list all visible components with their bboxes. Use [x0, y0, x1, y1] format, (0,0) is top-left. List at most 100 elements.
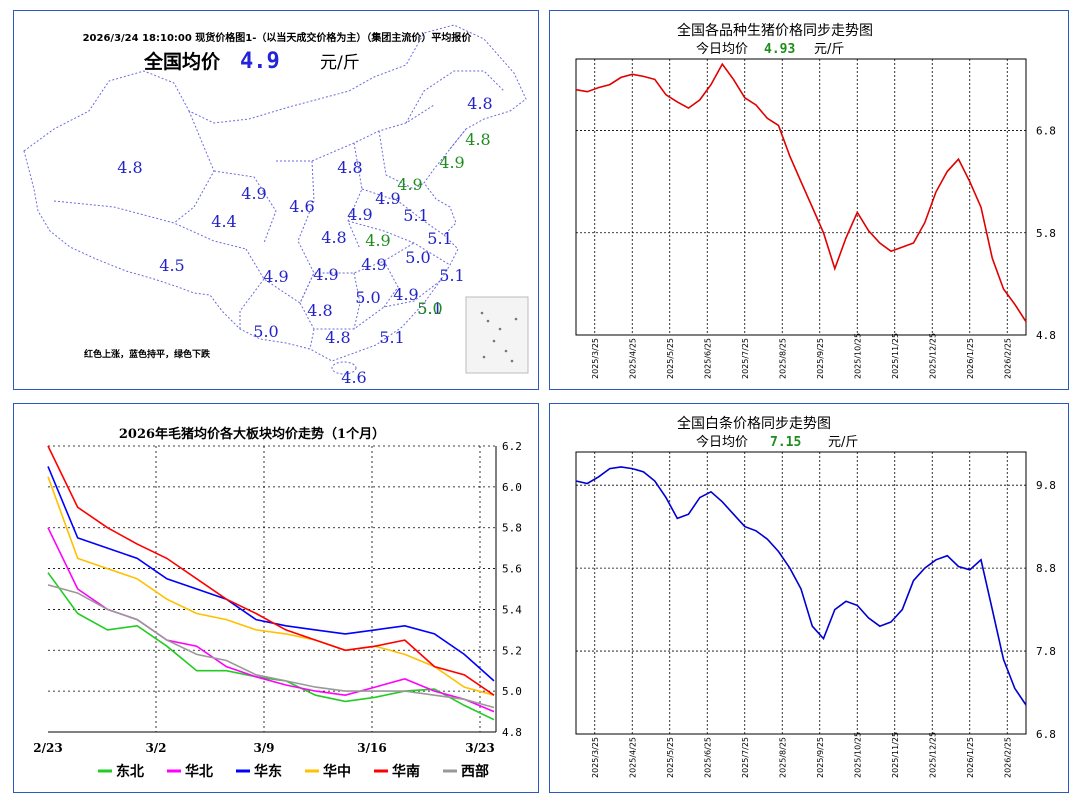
x-tick-label: 2025/6/25 — [703, 338, 712, 379]
legend-label-华南: 华南 — [392, 763, 420, 780]
national-avg-value: 4.9 — [240, 49, 280, 74]
x-tick-label: 2025/9/25 — [816, 338, 825, 379]
province-value-shanghai: 5.1 — [439, 266, 464, 285]
x-tick-label: 2026/2/25 — [1003, 737, 1012, 778]
x-tick-label: 2025/11/25 — [891, 333, 900, 379]
province-value-heilongjiang: 4.8 — [467, 94, 492, 113]
south-sea-inset — [465, 296, 529, 374]
today-avg-value: 7.15 — [770, 435, 801, 450]
region-price-chart: 2026年毛猪均价各大板块均价走势（1个月） 4.8 5.0 5.2 5.4 5.6 5.… — [33, 426, 522, 780]
price-series-line — [575, 466, 1027, 706]
today-avg-unit: 元/斤 — [814, 42, 844, 57]
hog-price-chart-panel: 全国各品种生猪价格同步走势图 今日均价 4.93 元/斤 2025/3/25 20… — [549, 10, 1069, 390]
y-tick-label: 4.8 — [502, 726, 522, 739]
y-tick-label: 5.8 — [502, 522, 522, 535]
y-tick-label: 6.8 — [1036, 728, 1056, 741]
x-tick-label: 2025/10/25 — [853, 732, 862, 778]
legend-label-华北: 华北 — [185, 763, 213, 780]
y-tick-label: 5.4 — [502, 603, 522, 616]
province-value-ningxia: 4.6 — [289, 197, 314, 216]
y-tick-label: 7.8 — [1036, 645, 1056, 658]
x-tick-label: 2026/1/25 — [966, 737, 975, 778]
province-value-hainan: 4.6 — [341, 368, 366, 387]
x-tick-label: 2026/1/25 — [966, 338, 975, 379]
province-value-chongqing: 4.9 — [313, 265, 338, 284]
province-value-jiangxi: 4.9 — [393, 285, 418, 304]
province-value-yunnan: 5.0 — [253, 322, 278, 341]
province-value-xinjiang: 4.8 — [117, 158, 142, 177]
province-value-hebei: 4.9 — [347, 205, 372, 224]
x-tick-label: 3/23 — [465, 741, 494, 755]
white-strip-price-chart: 全国白条价格同步走势图 今日均价 7.15 元/斤 2025/3/25 2025/… — [575, 415, 1056, 778]
today-avg-unit: 元/斤 — [828, 435, 858, 450]
province-value-inner-mongolia: 4.8 — [337, 158, 362, 177]
y-tick-label: 5.8 — [1036, 227, 1056, 240]
x-tick-label: 2026/2/25 — [1003, 338, 1012, 379]
series-line-西部 — [47, 584, 495, 709]
x-tick-label: 2025/8/25 — [778, 338, 787, 379]
x-tick-label: 2025/12/25 — [928, 732, 937, 778]
today-avg-value: 4.93 — [764, 42, 795, 57]
national-avg-label: 全国均价 — [143, 50, 221, 73]
province-value-tibet: 4.5 — [159, 256, 184, 275]
chart-title: 全国各品种生猪价格同步走势图 — [677, 22, 873, 39]
province-value-jiangsu: 5.1 — [427, 229, 452, 248]
province-value-henan: 4.9 — [365, 231, 390, 250]
x-tick-label: 2025/12/25 — [928, 333, 937, 379]
x-tick-label: 2/23 — [33, 741, 62, 755]
legend-label-东北: 东北 — [116, 763, 144, 780]
series-line-东北 — [47, 572, 495, 721]
region-price-chart-panel: 2026年毛猪均价各大板块均价走势（1个月） 4.8 5.0 5.2 5.4 5.6 5.… — [13, 403, 539, 793]
x-tick-label: 2025/9/25 — [816, 737, 825, 778]
china-outline — [23, 24, 527, 362]
y-tick-label: 6.8 — [1036, 125, 1056, 138]
x-tick-label: 2025/3/25 — [591, 737, 600, 778]
x-tick-label: 3/16 — [357, 741, 386, 755]
x-tick-label: 2025/7/25 — [741, 737, 750, 778]
chart-title: 2026年毛猪均价各大板块均价走势（1个月） — [119, 426, 385, 442]
x-tick-label: 2025/6/25 — [703, 737, 712, 778]
series-line-华中 — [47, 476, 495, 696]
province-value-fujian: 5.0 — [417, 299, 442, 318]
plot-area — [575, 451, 1027, 735]
x-tick-label: 2025/5/25 — [666, 338, 675, 379]
province-value-guangdong: 5.1 — [379, 328, 404, 347]
province-value-qinghai: 4.4 — [211, 212, 236, 231]
legend-label-西部: 西部 — [461, 763, 489, 780]
y-tick-label: 9.8 — [1036, 479, 1056, 492]
south-sea-islands — [480, 311, 518, 363]
today-avg-label: 今日均价 — [696, 434, 748, 450]
x-tick-label: 3/9 — [253, 741, 274, 755]
province-value-zhejiang: 5.1 — [417, 299, 442, 318]
color-legend: 红色上涨，蓝色持平，绿色下跌 — [84, 348, 211, 360]
today-avg-label: 今日均价 — [696, 41, 748, 57]
province-value-guizhou: 4.8 — [307, 301, 332, 320]
province-value-jilin: 4.8 — [465, 130, 490, 149]
province-value-hunan: 5.0 — [355, 288, 380, 307]
x-tick-label: 2025/5/25 — [666, 737, 675, 778]
y-tick-label: 6.0 — [502, 481, 522, 494]
x-tick-label: 2025/3/25 — [591, 338, 600, 379]
x-tick-label: 2025/7/25 — [741, 338, 750, 379]
x-tick-label: 2025/10/25 — [853, 333, 862, 379]
hog-price-chart: 全国各品种生猪价格同步走势图 今日均价 4.93 元/斤 2025/3/25 20… — [575, 22, 1056, 379]
series-line-华南 — [47, 445, 495, 696]
x-tick-label: 2025/11/25 — [891, 732, 900, 778]
legend-label-华中: 华中 — [323, 763, 351, 780]
province-value-guangxi: 4.8 — [325, 328, 350, 347]
national-avg-unit: 元/斤 — [320, 53, 360, 73]
province-value-gansu: 4.9 — [241, 184, 266, 203]
province-borders — [53, 70, 505, 350]
x-tick-label: 2025/4/25 — [628, 338, 637, 379]
y-tick-label: 5.6 — [502, 563, 522, 576]
chart-title: 全国白条价格同步走势图 — [677, 415, 831, 432]
y-tick-label: 5.2 — [502, 644, 522, 657]
price-map-panel: 2026/3/24 18:10:00 现货价格图1-（以当天成交价格为主）（集团… — [13, 10, 539, 390]
province-value-liaoning: 4.9 — [439, 153, 464, 172]
province-value-shaanxi: 4.8 — [321, 228, 346, 247]
province-value-shandong: 5.1 — [403, 206, 428, 225]
series-line-华北 — [47, 527, 495, 713]
china-map: 2026/3/24 18:10:00 现货价格图1-（以当天成交价格为主）（集团… — [23, 24, 529, 387]
province-value-hubei: 4.9 — [361, 255, 386, 274]
province-value-anhui: 5.0 — [405, 248, 430, 267]
